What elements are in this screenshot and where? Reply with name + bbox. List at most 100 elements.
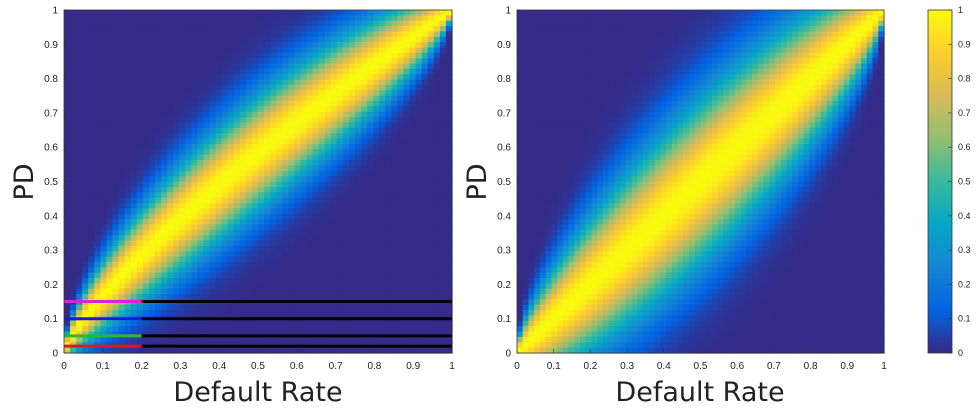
heatmap-cell xyxy=(385,219,392,225)
heatmap-cell xyxy=(336,170,344,177)
heatmap-cell xyxy=(348,310,356,317)
heatmap-cell xyxy=(415,79,423,86)
heatmap-cell xyxy=(568,106,575,113)
heatmap-cell xyxy=(367,192,374,199)
heatmap-cell xyxy=(215,47,223,54)
heatmap-cell xyxy=(551,160,558,167)
heatmap-cell xyxy=(124,181,132,188)
heatmap-cell xyxy=(391,197,399,204)
heatmap-cell xyxy=(112,111,120,118)
heatmap-cell xyxy=(445,85,453,91)
heatmap-cell xyxy=(409,181,417,188)
heatmap-cell xyxy=(306,95,314,102)
heatmap-cell xyxy=(517,149,524,156)
heatmap-cell xyxy=(539,240,547,247)
heatmap-cell xyxy=(574,31,581,38)
heatmap-cell xyxy=(294,154,302,161)
heatmap-cell xyxy=(361,186,368,193)
heatmap-cell xyxy=(574,26,581,33)
heatmap-cell xyxy=(88,272,95,279)
heatmap-cell xyxy=(568,299,575,306)
heatmap-cell xyxy=(233,133,241,140)
heatmap-cell xyxy=(361,336,368,343)
heatmap-cell xyxy=(445,224,453,231)
heatmap-cell xyxy=(209,347,217,354)
heatmap-cell xyxy=(415,288,423,295)
heatmap-cell xyxy=(197,326,205,333)
heatmap-cell xyxy=(154,90,162,97)
heatmap-cell xyxy=(403,176,411,183)
heatmap-cell xyxy=(227,261,235,268)
heatmap-cell xyxy=(148,90,156,97)
heatmap-cell xyxy=(373,256,380,263)
heatmap-cell xyxy=(251,208,259,215)
heatmap-cell xyxy=(251,15,259,22)
heatmap-cell xyxy=(348,219,356,225)
heatmap-cell xyxy=(427,85,435,91)
heatmap-cell xyxy=(227,133,235,140)
heatmap-cell xyxy=(227,127,235,134)
heatmap-cell xyxy=(161,74,168,81)
heatmap-cell xyxy=(203,122,211,129)
heatmap-cell xyxy=(276,154,283,161)
heatmap-cell xyxy=(282,235,289,242)
heatmap-cell xyxy=(197,63,205,70)
heatmap-cell xyxy=(191,224,198,231)
heatmap-cell xyxy=(397,122,405,129)
heatmap-cell xyxy=(522,277,530,284)
heatmap-cell xyxy=(355,95,362,102)
heatmap-cell xyxy=(373,283,380,290)
heatmap-cell xyxy=(391,208,399,215)
heatmap-cell xyxy=(94,197,101,204)
heatmap-cell xyxy=(545,165,552,172)
heatmap-cell xyxy=(312,79,320,86)
heatmap-cell xyxy=(318,85,326,91)
heatmap-cell xyxy=(534,170,541,177)
heatmap-cell xyxy=(306,101,314,108)
heatmap-cell xyxy=(221,10,229,16)
heatmap-cell xyxy=(245,288,253,295)
heatmap-cell xyxy=(173,294,180,301)
heatmap-cell xyxy=(288,320,295,327)
heatmap-cell xyxy=(221,117,229,124)
heatmap-cell xyxy=(70,52,77,59)
heatmap-cell xyxy=(433,251,441,258)
heatmap-cell xyxy=(70,127,77,134)
x-tick-label: 0.6 xyxy=(290,361,304,372)
heatmap-cell xyxy=(568,224,575,231)
heatmap-cell xyxy=(342,74,350,81)
heatmap-cell xyxy=(264,52,271,59)
heatmap-cell xyxy=(245,240,253,247)
heatmap-cell xyxy=(330,31,338,38)
heatmap-cell xyxy=(130,26,138,33)
heatmap-cell xyxy=(173,20,180,27)
heatmap-cell xyxy=(209,202,217,209)
heatmap-cell xyxy=(397,133,405,140)
heatmap-cell xyxy=(161,138,168,145)
heatmap-cell xyxy=(209,272,217,279)
heatmap-cell xyxy=(306,106,314,113)
heatmap-cell xyxy=(173,101,180,108)
heatmap-cell xyxy=(557,31,564,38)
heatmap-cell xyxy=(161,26,168,33)
heatmap-cell xyxy=(94,122,101,129)
heatmap-cell xyxy=(421,170,429,177)
heatmap-cell xyxy=(585,251,593,258)
heatmap-cell xyxy=(562,320,570,327)
heatmap-cell xyxy=(318,251,326,258)
heatmap-cell xyxy=(203,192,211,199)
heatmap-cell xyxy=(264,288,271,295)
heatmap-cell xyxy=(403,320,411,327)
heatmap-cell xyxy=(64,256,71,263)
heatmap-cell xyxy=(312,36,320,43)
heatmap-cell xyxy=(100,213,108,220)
heatmap-cell xyxy=(203,229,211,236)
heatmap-cell xyxy=(64,304,71,311)
heatmap-cell xyxy=(574,240,581,247)
heatmap-cell xyxy=(161,277,168,284)
heatmap-cell xyxy=(142,208,150,215)
heatmap-cell xyxy=(427,197,435,204)
heatmap-cell xyxy=(100,197,108,204)
heatmap-cell xyxy=(551,277,558,284)
heatmap-cell xyxy=(239,229,247,236)
